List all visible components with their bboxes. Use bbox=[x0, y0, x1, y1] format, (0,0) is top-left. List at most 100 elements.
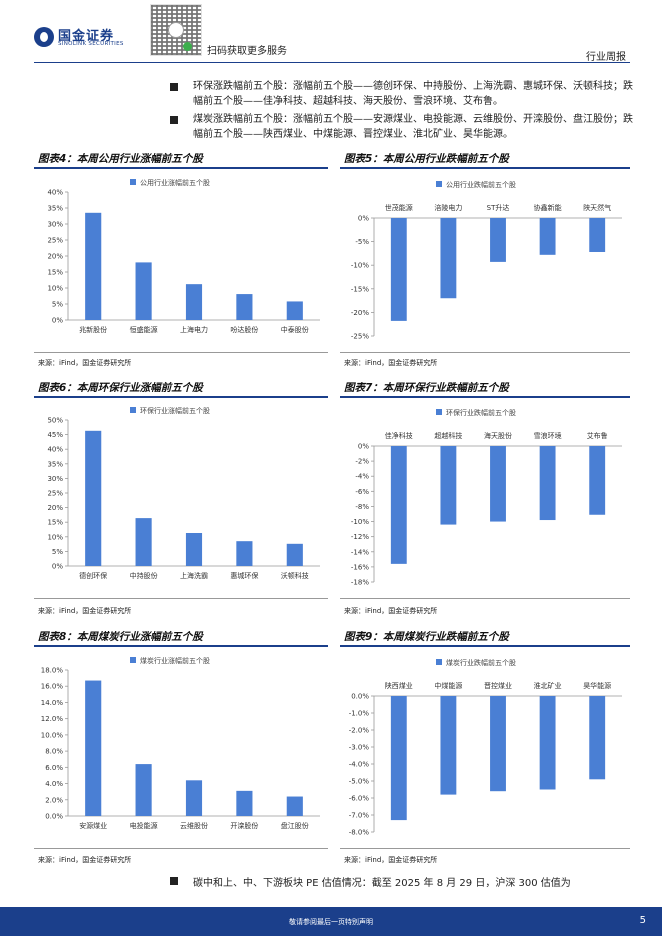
page-number: 5 bbox=[639, 915, 646, 926]
legend-swatch bbox=[130, 407, 136, 413]
bar-chart-env-gainers: 环保行业涨幅前五个股 0% 5% 10% 15% 20% 25% 30% 35% 40% 45% 50… bbox=[47, 406, 320, 580]
y-tick-label: 4.0% bbox=[45, 780, 63, 788]
x-category-label: 云维股份 bbox=[180, 821, 208, 830]
chart-title: 图表4：本周公用行业涨幅前五个股 bbox=[38, 153, 203, 165]
chart-bottom-rule bbox=[34, 352, 328, 353]
bar-chart-coal-gainers: 煤炭行业涨幅前五个股 0.0% 2.0% 4.0% 6.0% 8.0% 10.0% 12.0%… bbox=[41, 656, 320, 830]
bar bbox=[135, 764, 152, 816]
y-tick-label: 2.0% bbox=[45, 796, 63, 804]
y-tick-label: -5.0% bbox=[349, 778, 370, 786]
y-tick-label: 50% bbox=[47, 417, 63, 425]
x-category-label: 协鑫新能 bbox=[534, 203, 562, 212]
chart-title: 图表8：本周煤炭行业涨幅前五个股 bbox=[38, 631, 203, 643]
x-category-label: 电投能源 bbox=[130, 821, 158, 830]
bar-chart-utility-gainers: 公用行业涨幅前五个股 0% 5% 10% 15% 20% 25% 30% 35% 40% 兆新股份 恒… bbox=[47, 178, 320, 334]
bar bbox=[440, 218, 457, 299]
chart-source: 来源：iFind，国金证券研究所 bbox=[38, 359, 132, 367]
legend-label: 环保行业涨幅前五个股 bbox=[140, 406, 210, 415]
y-tick-label: 12.0% bbox=[41, 715, 64, 723]
bullet-marker bbox=[170, 83, 178, 91]
y-tick-label: 10% bbox=[47, 533, 63, 541]
y-tick-label: -10% bbox=[351, 518, 369, 526]
y-tick-label: 25% bbox=[47, 490, 63, 498]
chart-header-rule bbox=[34, 167, 328, 169]
bar bbox=[185, 284, 203, 320]
y-tick-label: 35% bbox=[47, 205, 63, 213]
y-tick-label: 25% bbox=[47, 237, 63, 245]
brand-name-cn: 国金证券 bbox=[58, 29, 115, 44]
bar-chart-env-losers: 环保行业跌幅前五个股 0% -2% -4% -6% -8% -10% -12% -14% -16%… bbox=[351, 408, 622, 587]
x-category-label: 昊华能源 bbox=[583, 681, 611, 690]
y-tick-label: -8.0% bbox=[349, 829, 370, 837]
bar bbox=[286, 543, 303, 566]
y-tick-label: 0% bbox=[358, 215, 369, 223]
bar bbox=[135, 262, 152, 320]
bar bbox=[236, 294, 253, 320]
legend-label: 公用行业涨幅前五个股 bbox=[140, 178, 210, 187]
x-category-label: 上海洗霸 bbox=[180, 571, 208, 580]
x-category-label: 吩达股份 bbox=[230, 325, 258, 334]
bar bbox=[85, 212, 102, 320]
chart-source: 来源：iFind，国金证券研究所 bbox=[38, 856, 132, 864]
chart-source: 来源：iFind，国金证券研究所 bbox=[344, 607, 438, 615]
bar bbox=[236, 790, 253, 816]
bar bbox=[85, 680, 102, 816]
y-tick-label: 30% bbox=[47, 475, 63, 483]
y-tick-label: -16% bbox=[351, 563, 369, 571]
x-category-label: 陕西煤业 bbox=[385, 681, 413, 690]
bar-chart-utility-losers: 公用行业跌幅前五个股 0% -5% -10% -15% -20% -25% 世茂能源 涪陵电力 S… bbox=[351, 180, 622, 341]
scan-prompt: 扫码获取更多服务 bbox=[207, 46, 287, 57]
bar bbox=[440, 696, 457, 795]
y-tick-label: 8.0% bbox=[45, 748, 63, 756]
bar bbox=[589, 446, 606, 515]
x-category-label: 中泰股份 bbox=[281, 325, 309, 334]
bar bbox=[286, 301, 303, 320]
legend-label: 环保行业跌幅前五个股 bbox=[446, 408, 516, 417]
x-category-label: 雪浪环境 bbox=[534, 431, 562, 440]
y-tick-label: 10% bbox=[47, 285, 63, 293]
bar bbox=[185, 533, 203, 566]
y-tick-label: -14% bbox=[351, 548, 369, 556]
x-category-label: 淮北矿业 bbox=[534, 681, 562, 690]
y-tick-label: 0% bbox=[52, 317, 63, 325]
bar bbox=[490, 218, 506, 262]
x-category-label: 佳净科技 bbox=[385, 431, 413, 440]
bullet-paragraph: 煤炭涨跌幅前五个股：涨幅前五个股——安源煤业、电投能源、云维股份、开滦股份、盘江… bbox=[193, 114, 633, 140]
chart-title: 图表5：本周公用行业跌幅前五个股 bbox=[344, 153, 509, 165]
x-category-label: 中煤能源 bbox=[434, 681, 462, 690]
y-tick-label: -6% bbox=[355, 488, 369, 496]
y-tick-label: -12% bbox=[351, 533, 369, 541]
y-tick-label: -25% bbox=[351, 333, 369, 341]
legend-swatch bbox=[436, 659, 442, 665]
x-category-label: 开滦股份 bbox=[230, 821, 258, 830]
y-tick-label: -4.0% bbox=[349, 761, 370, 769]
brand-name-en: SINOLINK SECURITIES bbox=[58, 41, 124, 47]
y-tick-label: 15% bbox=[47, 519, 63, 527]
brand-logo-icon bbox=[34, 27, 54, 47]
chart-source: 来源：iFind，国金证券研究所 bbox=[344, 856, 438, 864]
y-tick-label: 18.0% bbox=[41, 667, 64, 675]
legend-swatch bbox=[130, 179, 136, 185]
bar bbox=[85, 430, 102, 566]
bar bbox=[286, 796, 303, 816]
y-tick-label: -3.0% bbox=[349, 744, 370, 752]
y-tick-label: 16.0% bbox=[41, 683, 64, 691]
chart-bottom-rule bbox=[34, 848, 328, 849]
y-tick-label: 15% bbox=[47, 269, 63, 277]
y-tick-label: 40% bbox=[47, 446, 63, 454]
y-tick-label: -7.0% bbox=[349, 812, 370, 820]
x-category-label: 惠城环保 bbox=[230, 571, 258, 580]
x-category-label: 超越科技 bbox=[434, 431, 462, 440]
y-tick-label: -2% bbox=[355, 458, 369, 466]
y-tick-label: -1.0% bbox=[349, 710, 370, 718]
legend-swatch bbox=[436, 181, 442, 187]
y-tick-label: 0% bbox=[52, 563, 63, 571]
bar bbox=[539, 446, 556, 521]
bar bbox=[589, 696, 606, 780]
x-category-label: 海天股份 bbox=[484, 431, 512, 440]
document-type-label: 行业周报 bbox=[586, 52, 626, 63]
bar bbox=[490, 446, 506, 522]
y-tick-label: 10.0% bbox=[41, 731, 64, 739]
x-category-label: 艾布鲁 bbox=[587, 431, 608, 440]
y-tick-label: -5% bbox=[355, 238, 369, 246]
